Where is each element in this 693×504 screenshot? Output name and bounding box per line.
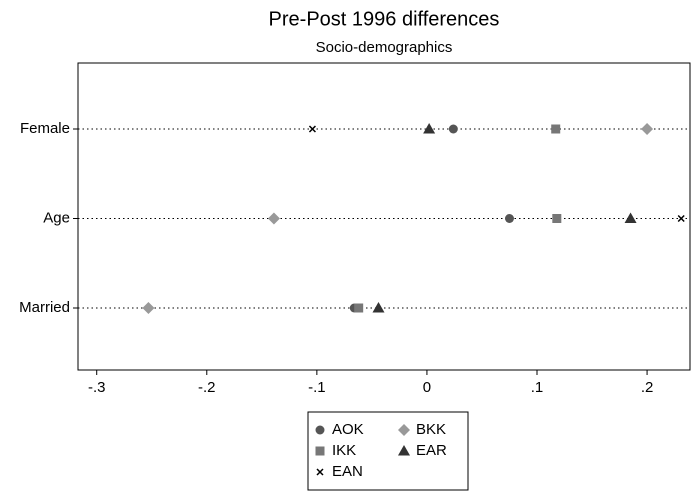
point [308, 125, 316, 133]
chart-title: Pre-Post 1996 differences [269, 8, 500, 30]
legend-symbol [315, 446, 325, 456]
point [551, 124, 561, 134]
plot-area [77, 62, 691, 371]
point [448, 124, 458, 134]
point [423, 123, 436, 134]
legend-label: BKK [416, 421, 446, 438]
legend-symbol [316, 468, 324, 476]
x-tick-label: 0 [423, 379, 431, 396]
x-tick-label: -.3 [88, 379, 106, 396]
point [504, 214, 514, 223]
y-tick-label: Married [19, 299, 70, 316]
chart-subtitle: Socio-demographics [316, 39, 453, 56]
point [267, 212, 280, 225]
y-tick-label: Age [43, 209, 70, 226]
legend-box [307, 411, 469, 491]
point [372, 302, 385, 313]
x-tick-label: .1 [531, 379, 544, 396]
point [677, 214, 685, 223]
x-tick-label: .2 [641, 379, 654, 396]
point [641, 123, 654, 135]
point [552, 214, 562, 223]
legend-label: IKK [332, 442, 356, 459]
x-tick-label: -.2 [198, 379, 216, 396]
x-tick-label: -.1 [308, 379, 326, 396]
legend-symbol [398, 424, 410, 436]
legend-label: AOK [332, 421, 364, 438]
legend-symbol [398, 445, 410, 456]
y-tick-label: Female [20, 120, 70, 137]
legend-label: EAR [416, 442, 447, 459]
point [624, 212, 637, 223]
point [142, 302, 155, 314]
legend-symbol [315, 425, 325, 435]
legend-label: EAN [332, 463, 363, 480]
point [354, 303, 364, 313]
